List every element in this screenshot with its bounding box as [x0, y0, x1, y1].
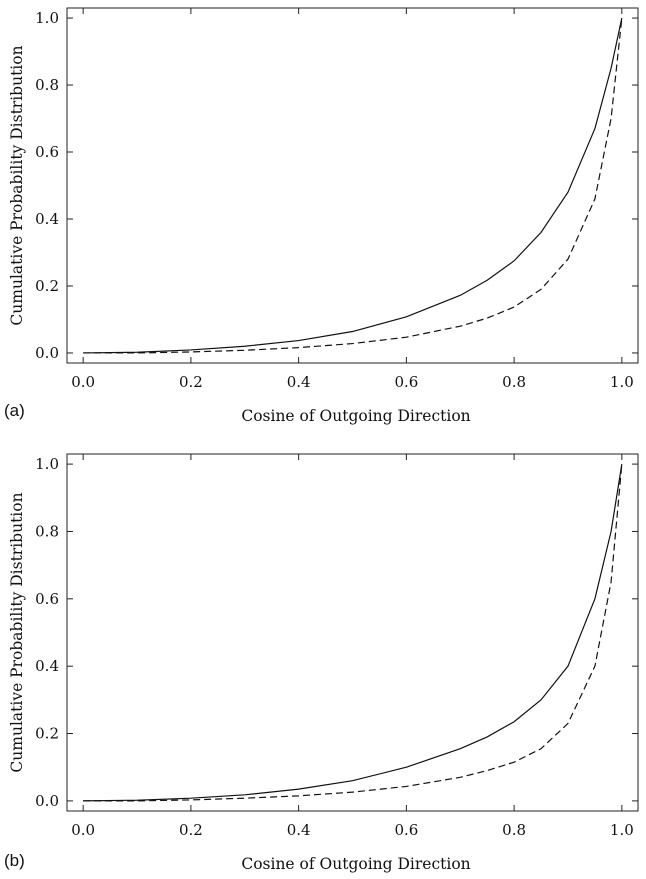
- x-tick-label: 0.2: [179, 821, 203, 839]
- chart-panel-b: 0.0 0.2 0.4 0.6 0.8 1.0 0.0 0.2 0.4 0.6 0.8 1.0 Cu…: [4, 453, 639, 873]
- x-axis-label-a: Cosine of Outgoing Direction: [241, 407, 470, 425]
- x-tick-label: 1.0: [610, 373, 634, 391]
- y-tick-label: 1.0: [35, 455, 59, 473]
- x-tick-label: 0.8: [502, 821, 526, 839]
- y-ticks-a: 0.0 0.2 0.4 0.6 0.8 1.0: [35, 9, 638, 362]
- y-tick-label: 0.2: [35, 277, 59, 295]
- y-tick-label: 0.8: [35, 522, 59, 540]
- x-tick-label: 0.0: [71, 821, 95, 839]
- x-tick-label: 0.2: [179, 373, 203, 391]
- y-tick-label: 0.6: [35, 590, 59, 608]
- chart-panel-a: 0.0 0.2 0.4 0.6 0.8 1.0 0.0 0.2 0.4 0.6 0.8 1.0 Cu…: [4, 7, 639, 425]
- series-a: [83, 17, 623, 354]
- plot-frame-a: [66, 7, 639, 364]
- plot-frame-b: [66, 453, 639, 812]
- x-tick-label: 1.0: [610, 821, 634, 839]
- x-tick-label: 0.0: [71, 373, 95, 391]
- series-line-dashed: [83, 17, 623, 354]
- panel-label-a: (a): [4, 401, 25, 420]
- y-axis-label-a: Cumulative Probability Distribution: [8, 45, 26, 325]
- x-axis-label-b: Cosine of Outgoing Direction: [241, 855, 470, 873]
- panel-label-b: (b): [4, 851, 25, 870]
- y-tick-label: 0.0: [35, 344, 59, 362]
- y-tick-label: 0.4: [35, 210, 59, 228]
- y-axis-label-b: Cumulative Probability Distribution: [8, 492, 26, 772]
- series-line-solid: [83, 464, 623, 802]
- y-tick-label: 0.6: [35, 143, 59, 161]
- x-tick-label: 0.6: [394, 821, 418, 839]
- y-tick-label: 0.4: [35, 657, 59, 675]
- x-tick-label: 0.4: [287, 373, 311, 391]
- y-tick-label: 0.0: [35, 792, 59, 810]
- x-ticks-a: 0.0 0.2 0.4 0.6 0.8 1.0: [71, 8, 634, 391]
- y-tick-label: 1.0: [35, 9, 59, 27]
- y-ticks-b: 0.0 0.2 0.4 0.6 0.8 1.0: [35, 455, 638, 810]
- x-tick-label: 0.6: [394, 373, 418, 391]
- series-b: [83, 464, 623, 802]
- x-tick-label: 0.8: [502, 373, 526, 391]
- series-line-dashed: [83, 464, 623, 802]
- y-tick-label: 0.8: [35, 76, 59, 94]
- series-line-solid: [83, 17, 623, 354]
- y-tick-label: 0.2: [35, 725, 59, 743]
- x-tick-label: 0.4: [287, 821, 311, 839]
- x-ticks-b: 0.0 0.2 0.4 0.6 0.8 1.0: [71, 454, 634, 839]
